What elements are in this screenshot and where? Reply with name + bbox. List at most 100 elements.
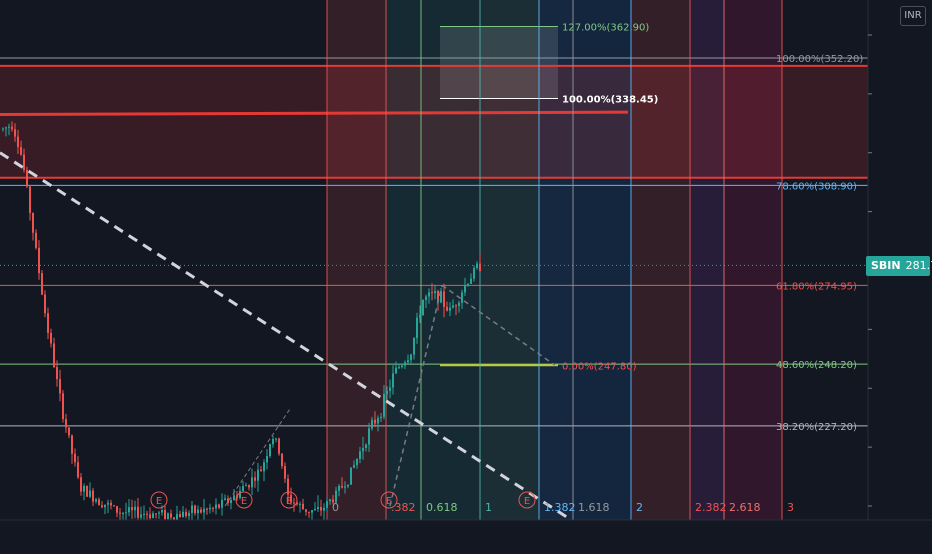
candle-body [368, 428, 370, 445]
candle-body [359, 451, 361, 459]
last-price-value: 281.75 [905, 259, 932, 272]
earnings-marker-icon [518, 491, 536, 509]
candle-body [83, 485, 85, 492]
symbol-label: SBIN [871, 259, 901, 272]
candle-body [221, 499, 223, 508]
candle-body [446, 306, 448, 311]
candle-body [395, 367, 397, 374]
candle-body [443, 291, 445, 307]
candle-body [44, 294, 46, 314]
candle-body [182, 511, 184, 518]
candle-body [20, 147, 22, 155]
horizontal-levels [0, 25, 868, 427]
candle-body [266, 455, 268, 463]
candle-body [167, 513, 169, 519]
candle-body [71, 435, 73, 454]
candle-body [407, 360, 409, 363]
candle-body [305, 509, 307, 512]
candle-body [41, 273, 43, 295]
candle-body [383, 393, 385, 417]
candle-body [125, 512, 127, 514]
candle-body [377, 418, 379, 424]
candle-body [401, 365, 403, 368]
candle-body [251, 477, 253, 488]
candle-body [314, 508, 316, 511]
candle-body [98, 499, 100, 506]
candlestick-series [2, 121, 481, 520]
candle-body [272, 438, 274, 445]
candle-body [8, 126, 10, 128]
candle-body [131, 507, 133, 511]
earnings-marker-icon [380, 491, 398, 509]
candle-body [473, 268, 475, 279]
earnings-marker-icon [235, 491, 253, 509]
fib-extension-label: 100.00%(338.45) [562, 94, 658, 105]
candle-body [320, 507, 322, 511]
candle-body [224, 498, 226, 500]
candle-body [425, 296, 427, 300]
candle-body [194, 505, 196, 514]
candle-body [74, 453, 76, 463]
fib-time-zone-backgrounds [0, 0, 868, 520]
candle-body [464, 285, 466, 293]
fib-extension-label: 0.00%(247.80) [562, 361, 637, 372]
candle-body [26, 169, 28, 187]
candle-body [341, 485, 343, 488]
time-axis-background [0, 520, 932, 550]
candle-body [110, 502, 112, 506]
fib-time-zone-label: .382 [391, 501, 416, 514]
candle-body [386, 390, 388, 394]
candle-body [80, 477, 82, 492]
fib-time-zone-label: 1 [485, 501, 492, 514]
candle-body [32, 213, 34, 233]
candle-body [53, 343, 55, 368]
candle-body [431, 292, 433, 294]
candle-body [161, 510, 163, 513]
time-zone-band [724, 0, 782, 520]
fib-time-zone-label: 2.382 [695, 501, 727, 514]
resistance-zone [0, 65, 868, 178]
time-zone-band [631, 0, 690, 520]
candle-body [92, 490, 94, 502]
fib-time-zone-label: 3 [787, 501, 794, 514]
candle-body [326, 501, 328, 508]
candle-body [101, 505, 103, 508]
candle-body [410, 354, 412, 361]
candle-body [281, 453, 283, 467]
candle-body [65, 419, 67, 428]
fib-retracement-label: 48.60%(248.20) [776, 360, 857, 371]
candle-body [392, 373, 394, 388]
candle-body [254, 477, 256, 481]
candle-body [365, 444, 367, 448]
candle-body [449, 307, 451, 311]
candle-body [404, 362, 406, 366]
time-zone-band [327, 0, 386, 520]
resistance-line [0, 110, 629, 116]
fib-time-zone-label: 0 [332, 501, 339, 514]
candle-body [116, 506, 118, 513]
candle-body [5, 127, 7, 129]
candle-body [68, 427, 70, 436]
candle-body [218, 504, 220, 508]
candle-body [38, 247, 40, 274]
fib-time-zone-label: 1.618 [578, 501, 610, 514]
candle-body [17, 136, 19, 148]
fib-time-zone-label: 1.382 [544, 501, 576, 514]
candle-body [344, 486, 346, 488]
candle-body [413, 337, 415, 355]
candle-body [350, 467, 352, 485]
candle-body [209, 507, 211, 510]
candle-body [347, 484, 349, 487]
candle-body [233, 495, 235, 501]
candle-body [389, 387, 391, 391]
fib-retracement-label: 100.00%(352.20) [776, 54, 863, 65]
candle-body [284, 466, 286, 479]
candle-body [317, 507, 319, 509]
candle-body [353, 464, 355, 468]
currency-badge[interactable]: INR [900, 6, 926, 26]
candle-body [128, 507, 130, 513]
candle-body [356, 458, 358, 465]
candle-body [362, 447, 364, 452]
